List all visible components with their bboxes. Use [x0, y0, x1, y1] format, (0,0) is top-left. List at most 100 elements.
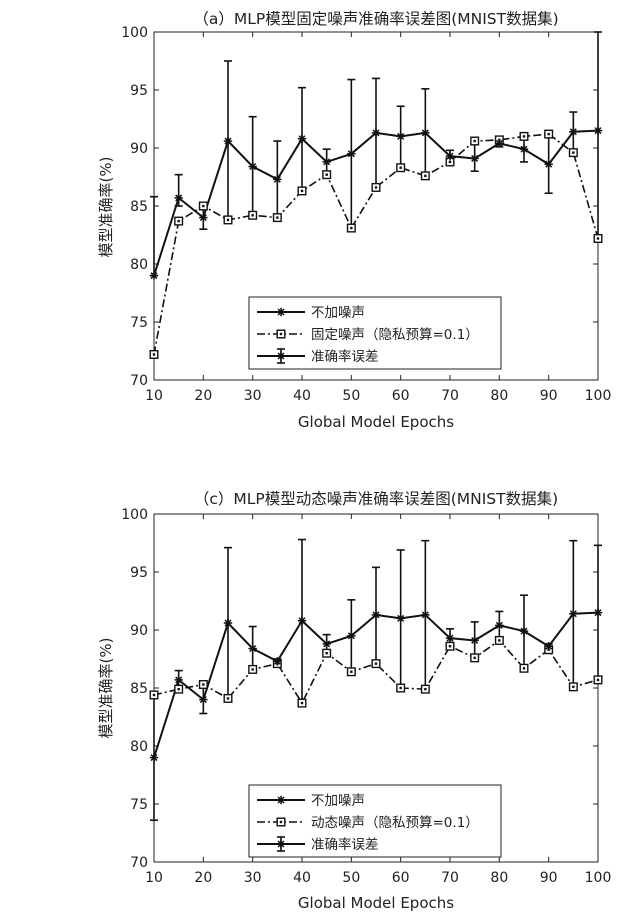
- noise-point: [223, 215, 233, 225]
- baseline-point: [297, 616, 307, 625]
- chart-title: （c）MLP模型动态噪声准确率误差图(MNIST数据集): [194, 490, 558, 508]
- y-tick-label: 100: [121, 507, 148, 523]
- baseline-point: [421, 128, 430, 138]
- baseline-point: [371, 128, 381, 138]
- legend-label: 动态噪声（隐私预算=0.1）: [311, 815, 479, 831]
- noise-point: [494, 635, 504, 645]
- legend-label: 固定噪声（隐私预算=0.1）: [311, 327, 479, 343]
- noise-point: [420, 171, 430, 181]
- noise-point: [519, 131, 529, 141]
- legend-marker: [276, 329, 286, 339]
- chart-c: （c）MLP模型动态噪声准确率误差图(MNIST数据集) 模型准确率(%) Gl…: [0, 458, 628, 916]
- noise-point: [198, 201, 208, 211]
- baseline-point: [149, 271, 159, 280]
- legend-label: 不加噪声: [311, 305, 365, 321]
- noise-point: [396, 683, 406, 693]
- noise-point: [568, 682, 578, 692]
- x-tick-label: 90: [540, 388, 558, 404]
- noise-point: [322, 170, 332, 180]
- baseline-point: [248, 162, 257, 171]
- x-tick-label: 50: [342, 870, 360, 886]
- legend-marker: [276, 351, 286, 361]
- x-tick-label: 80: [490, 388, 508, 404]
- noise-point: [420, 684, 430, 694]
- baseline-point: [569, 127, 578, 136]
- x-tick-label: 70: [441, 388, 459, 404]
- x-tick-label: 40: [293, 870, 311, 886]
- noise-point: [544, 129, 554, 139]
- baseline-point: [544, 642, 553, 651]
- baseline-point: [297, 134, 307, 143]
- y-axis-label: 模型准确率(%): [97, 638, 115, 739]
- noise-point: [223, 693, 233, 703]
- baseline-point: [174, 675, 183, 685]
- error-bar: [594, 31, 602, 240]
- noise-point: [568, 148, 578, 158]
- y-tick-label: 75: [130, 315, 148, 331]
- noise-point: [174, 684, 184, 694]
- x-tick-label: 90: [540, 870, 558, 886]
- baseline-point: [495, 139, 504, 148]
- baseline-point: [347, 149, 356, 158]
- baseline-point: [174, 193, 183, 203]
- baseline-point: [396, 132, 405, 141]
- x-tick-label: 100: [585, 388, 612, 404]
- baseline-point: [519, 144, 529, 154]
- noise-point: [297, 186, 307, 196]
- baseline-point: [593, 126, 603, 135]
- noise-point: [470, 653, 480, 663]
- x-tick-label: 70: [441, 870, 459, 886]
- legend-marker: [276, 795, 286, 805]
- noise-point: [272, 213, 282, 223]
- baseline-point: [569, 609, 578, 618]
- x-axis-label: Global Model Epochs: [298, 413, 454, 431]
- chart-c-svg: （c）MLP模型动态噪声准确率误差图(MNIST数据集) 模型准确率(%) Gl…: [97, 490, 611, 912]
- legend-label: 准确率误差: [311, 836, 379, 853]
- y-tick-label: 100: [121, 25, 148, 41]
- x-tick-label: 20: [194, 870, 212, 886]
- noise-point: [248, 664, 258, 674]
- x-tick-label: 50: [342, 388, 360, 404]
- noise-point: [371, 182, 381, 192]
- baseline-point: [544, 160, 553, 169]
- baseline-point: [347, 631, 356, 640]
- legend-label: 准确率误差: [311, 348, 379, 365]
- x-tick-label: 30: [244, 870, 262, 886]
- noise-point: [396, 163, 406, 173]
- y-tick-label: 95: [130, 83, 148, 99]
- x-tick-label: 60: [392, 388, 410, 404]
- noise-point: [248, 210, 258, 220]
- baseline-point: [149, 753, 159, 762]
- baseline-point: [445, 633, 455, 643]
- y-tick-label: 95: [130, 565, 148, 581]
- noise-point: [519, 663, 529, 673]
- plot-area: 10 20 30 40 50 60 70 80 90 100 70 75 80 85 90 95 100 不加噪声…: [121, 25, 611, 404]
- baseline-point: [223, 618, 233, 628]
- x-tick-label: 30: [244, 388, 262, 404]
- x-tick-label: 80: [490, 870, 508, 886]
- noise-point: [371, 659, 381, 669]
- y-tick-label: 90: [130, 141, 148, 157]
- y-tick-label: 70: [130, 855, 148, 871]
- legend-label: 不加噪声: [311, 793, 365, 809]
- y-tick-label: 80: [130, 739, 148, 755]
- y-tick-label: 90: [130, 623, 148, 639]
- baseline-point: [322, 639, 331, 649]
- noise-point: [149, 690, 159, 700]
- plot-area: 10 20 30 40 50 60 70 80 90 100 70 75 80 85 90 95 100 不加噪声…: [121, 507, 611, 886]
- baseline-point: [199, 213, 208, 222]
- noise-point: [470, 136, 480, 146]
- noise-point: [297, 698, 307, 708]
- chart-a: （a）MLP模型固定噪声准确率误差图(MNIST数据集) 模型准确率(%) Gl…: [97, 10, 611, 431]
- baseline-point: [593, 608, 603, 617]
- y-tick-label: 80: [130, 257, 148, 273]
- y-tick-label: 85: [130, 681, 148, 697]
- baseline-point: [322, 157, 331, 167]
- noise-point: [346, 667, 356, 677]
- baseline-point: [273, 657, 282, 666]
- legend-marker: [276, 839, 286, 849]
- noise-point: [445, 641, 455, 651]
- y-tick-label: 75: [130, 797, 148, 813]
- x-tick-label: 40: [293, 388, 311, 404]
